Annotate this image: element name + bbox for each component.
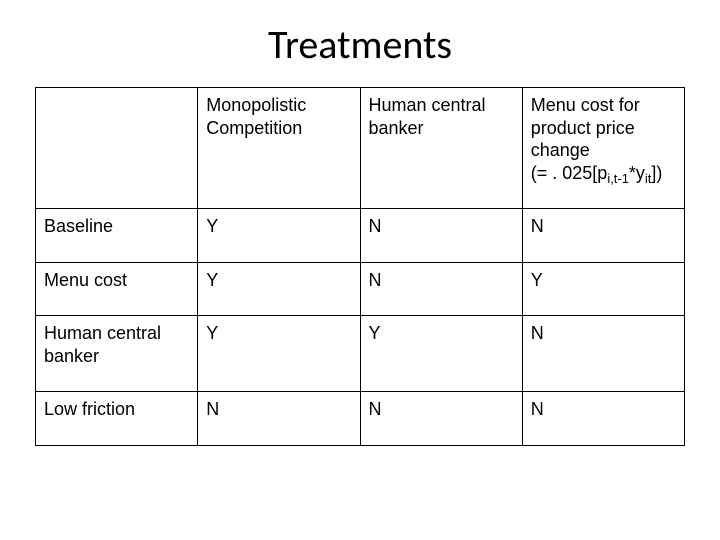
table-row: Menu costYNY [36,262,685,316]
treatments-table: Monopolistic Competition Human central b… [35,87,685,446]
table-row: BaselineYNN [36,209,685,263]
table-cell: N [198,392,360,446]
table-cell: Y [198,209,360,263]
table-cell: N [522,392,684,446]
table-cell: N [360,262,522,316]
row-label: Low friction [36,392,198,446]
col-header-empty [36,88,198,209]
table-body: BaselineYNNMenu costYNYHuman central ban… [36,209,685,446]
row-label: Baseline [36,209,198,263]
table-cell: N [522,316,684,392]
slide: Treatments Monopolistic Competition Huma… [0,0,720,540]
table-cell: N [360,209,522,263]
col-header-human-banker: Human central banker [360,88,522,209]
table-cell: Y [198,262,360,316]
table-header-row: Monopolistic Competition Human central b… [36,88,685,209]
col-header-monopolistic: Monopolistic Competition [198,88,360,209]
row-label: Menu cost [36,262,198,316]
table-cell: Y [198,316,360,392]
table-cell: Y [360,316,522,392]
table-cell: N [522,209,684,263]
col-header-menu-cost: Menu cost for product price change(= . 0… [522,88,684,209]
row-label: Human central banker [36,316,198,392]
table-cell: Y [522,262,684,316]
slide-title: Treatments [35,20,685,69]
table-cell: N [360,392,522,446]
table-row: Low frictionNNN [36,392,685,446]
table-row: Human central bankerYYN [36,316,685,392]
